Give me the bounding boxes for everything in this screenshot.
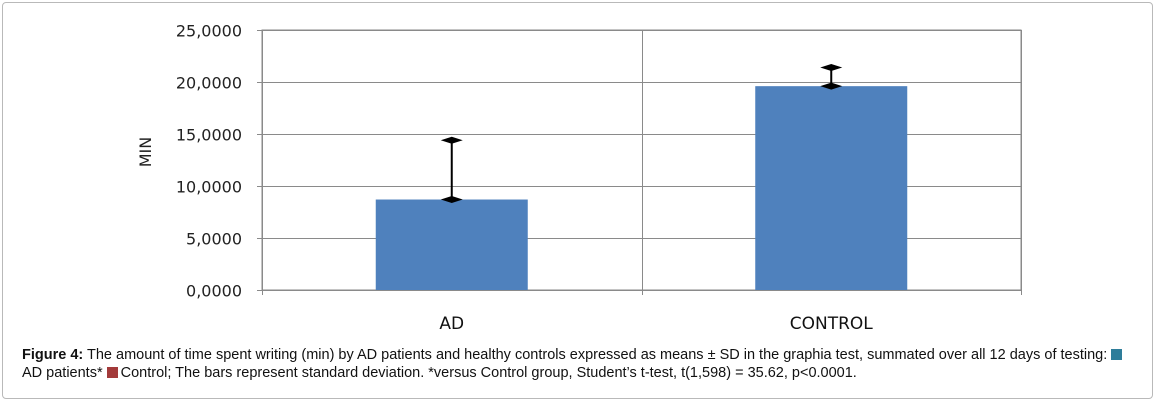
y-axis-title: MIN [136,137,155,168]
x-category-label: AD [439,314,464,334]
legend-control-label: Control [120,365,168,381]
error-bar-cap [820,82,843,90]
bar-control [755,86,908,290]
y-tick-label: 15,0000 [176,126,242,145]
figure-label: Figure 4: [22,347,84,363]
y-tick-label: 0,0000 [186,282,242,301]
error-bar-cap [440,196,463,204]
y-tick-label: 20,0000 [176,74,242,93]
control-legend-swatch [106,367,118,378]
y-tick-label: 10,0000 [176,178,242,197]
y-tick-label: 25,0000 [176,22,242,41]
x-category-label: CONTROL [790,314,874,334]
y-tick-label: 5,0000 [186,230,242,249]
error-bar-cap [440,136,463,144]
bar-ad [375,199,528,290]
legend-ad-label: AD patients* [22,365,103,381]
error-bar-cap [820,63,843,71]
caption-text-end: ; The bars represent standard deviation.… [167,365,857,381]
bar-chart: 0,0000 5,0000 10,0000 15,0000 20,0000 25,0000… [136,22,1022,334]
ad-legend-swatch [1111,349,1123,360]
figure-caption: Figure 4: The amount of time spent writi… [22,346,1142,382]
caption-text: The amount of time spent writing (min) b… [83,347,1112,363]
